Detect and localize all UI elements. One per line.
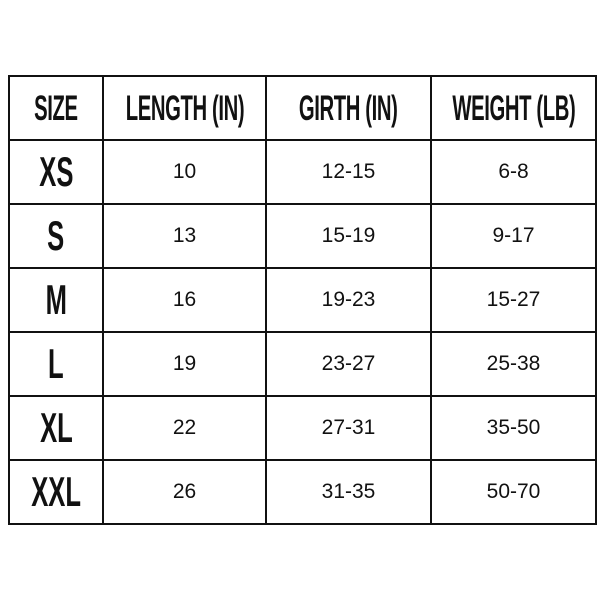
cell-size: XS: [8, 139, 104, 205]
size-value: L: [48, 339, 64, 387]
length-value: 13: [172, 224, 197, 247]
table-row: S 13 15-19 9-17: [8, 203, 597, 269]
girth-value: 19-23: [321, 288, 376, 311]
length-value: 26: [172, 480, 197, 503]
girth-value: 31-35: [321, 480, 376, 503]
cell-size: L: [8, 331, 104, 397]
header-label: WEIGHT (LB): [452, 87, 575, 128]
cell-size: XXL: [8, 459, 104, 525]
header-length: LENGTH (IN): [102, 75, 267, 141]
weight-value: 50-70: [486, 480, 541, 503]
cell-size: S: [8, 203, 104, 269]
header-row: SIZE LENGTH (IN) GIRTH (IN) WEIGHT (LB): [8, 75, 597, 141]
weight-value: 9-17: [492, 224, 535, 247]
header-label: SIZE: [34, 87, 78, 128]
girth-value: 27-31: [321, 416, 376, 439]
cell-girth: 31-35: [265, 459, 432, 525]
girth-value: 12-15: [321, 160, 376, 183]
cell-weight: 35-50: [430, 395, 597, 461]
cell-length: 22: [102, 395, 267, 461]
girth-value: 15-19: [321, 224, 376, 247]
header-girth: GIRTH (IN): [265, 75, 432, 141]
table-row: XS 10 12-15 6-8: [8, 139, 597, 205]
length-value: 10: [172, 160, 197, 183]
length-value: 22: [172, 416, 197, 439]
cell-length: 19: [102, 331, 267, 397]
header-size: SIZE: [8, 75, 104, 141]
cell-girth: 23-27: [265, 331, 432, 397]
header-weight: WEIGHT (LB): [430, 75, 597, 141]
table-row: XL 22 27-31 35-50: [8, 395, 597, 461]
cell-weight: 15-27: [430, 267, 597, 333]
cell-weight: 25-38: [430, 331, 597, 397]
weight-value: 35-50: [486, 416, 541, 439]
size-value: XXL: [31, 467, 81, 515]
size-value: S: [47, 211, 65, 259]
cell-length: 26: [102, 459, 267, 525]
cell-size: M: [8, 267, 104, 333]
cell-weight: 9-17: [430, 203, 597, 269]
header-label: GIRTH (IN): [299, 87, 398, 128]
table-row: L 19 23-27 25-38: [8, 331, 597, 397]
cell-length: 16: [102, 267, 267, 333]
size-value: XS: [38, 147, 74, 195]
length-value: 16: [172, 288, 197, 311]
table-row: XXL 26 31-35 50-70: [8, 459, 597, 525]
cell-weight: 6-8: [430, 139, 597, 205]
cell-girth: 19-23: [265, 267, 432, 333]
table-row: M 16 19-23 15-27: [8, 267, 597, 333]
cell-size: XL: [8, 395, 104, 461]
cell-weight: 50-70: [430, 459, 597, 525]
cell-length: 13: [102, 203, 267, 269]
cell-length: 10: [102, 139, 267, 205]
header-label: LENGTH (IN): [125, 87, 244, 128]
size-chart-table: SIZE LENGTH (IN) GIRTH (IN) WEIGHT (LB) …: [8, 75, 597, 525]
weight-value: 25-38: [486, 352, 541, 375]
size-value: M: [45, 275, 67, 323]
cell-girth: 27-31: [265, 395, 432, 461]
cell-girth: 15-19: [265, 203, 432, 269]
girth-value: 23-27: [321, 352, 376, 375]
weight-value: 15-27: [486, 288, 541, 311]
cell-girth: 12-15: [265, 139, 432, 205]
length-value: 19: [172, 352, 197, 375]
weight-value: 6-8: [498, 160, 529, 183]
size-value: XL: [39, 403, 73, 451]
